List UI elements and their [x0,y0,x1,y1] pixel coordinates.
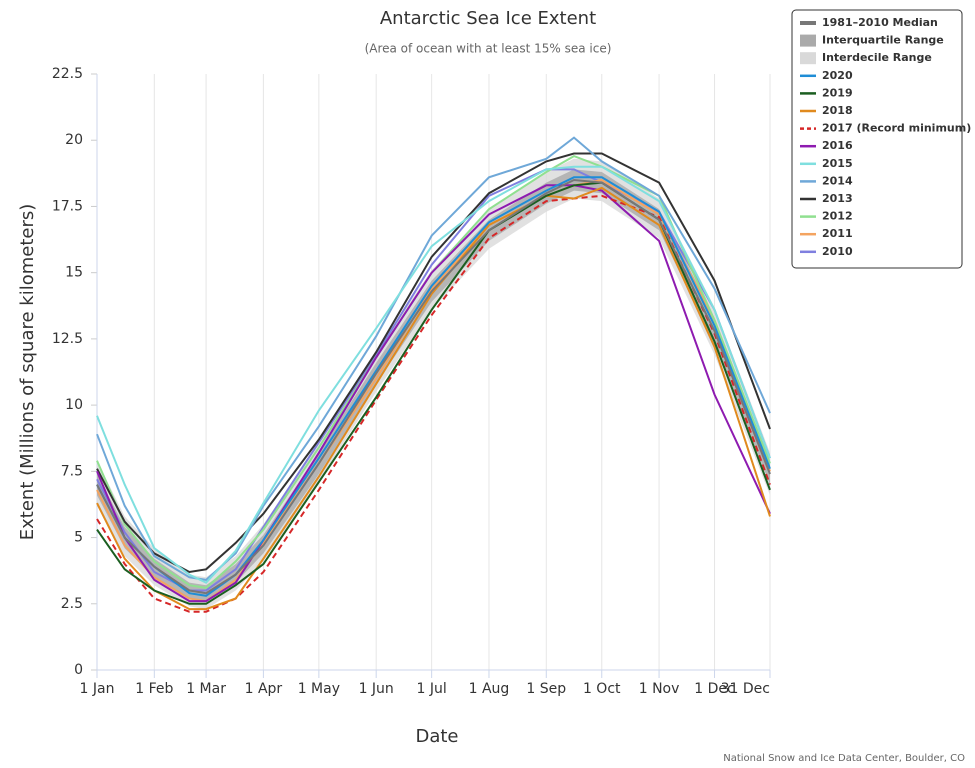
y-tick-label: 15 [65,265,83,281]
legend-swatch [800,34,816,47]
y-tick-label: 22.5 [52,66,83,82]
series-line [96,165,771,584]
x-tick-label: 1 Jan [80,681,115,697]
x-tick-label: 1 Jul [417,681,447,697]
x-tick-label: 1 May [298,681,340,697]
legend-label: 2016 [822,139,853,152]
series-line [96,178,771,603]
x-tick-label: 31 Dec [721,681,770,697]
y-axis-label: Extent (Millions of square kilometers) [17,204,38,541]
legend-label: 2020 [822,69,853,82]
legend-box [791,9,963,269]
y-tick-label: 5 [74,530,83,546]
x-tick-label: 1 Sep [526,681,566,697]
y-tick-label: 0 [74,662,83,678]
x-axis-label: Date [415,726,458,747]
legend-label: 2014 [822,174,853,187]
y-tick-label: 20 [65,132,83,148]
y-tick-label: 7.5 [61,463,83,479]
x-tick-label: 1 Apr [245,681,283,697]
range-band [97,158,770,610]
x-tick-label: 1 Mar [186,681,226,697]
series-line [96,186,771,611]
legend: 1981–2010 Median Interquartile Range Inter… [800,16,971,258]
chart-subtitle: (Area of ocean with at least 15% sea ice… [365,42,612,56]
legend-label: 1981–2010 Median [822,16,938,29]
x-tick-label: 1 Oct [583,681,621,697]
legend-label: Interdecile Range [822,51,932,64]
legend-label: 2013 [822,192,853,205]
series-line [96,194,771,613]
series-line [96,184,771,603]
y-tick-label: 17.5 [52,198,83,214]
legend-swatch [800,52,816,65]
chart-title: Antarctic Sea Ice Extent [380,8,596,29]
x-tick-label: 1 Dec [694,681,734,697]
series-line [96,176,771,597]
y-tick-label: 10 [65,397,83,413]
legend-label: 2011 [822,227,853,240]
series-line [96,178,771,595]
x-tick-label: 1 Aug [469,681,510,697]
legend-label: 2018 [822,104,853,117]
legend-label: Interquartile Range [822,34,944,47]
legend-label: 2019 [822,86,853,99]
y-tick-label: 12.5 [52,331,83,347]
series-line [96,136,771,581]
x-tick-label: 1 Jun [359,681,394,697]
x-tick-label: 1 Nov [639,681,680,697]
x-tick-label: 1 Feb [135,681,173,697]
y-tick-label: 2.5 [61,596,83,612]
legend-label: 2017 (Record minimum) [822,122,971,135]
legend-label: 2015 [822,157,853,170]
legend-label: 2012 [822,210,853,223]
source-note: National Snow and Ice Data Center, Bould… [723,753,965,764]
legend-label: 2010 [822,245,853,258]
